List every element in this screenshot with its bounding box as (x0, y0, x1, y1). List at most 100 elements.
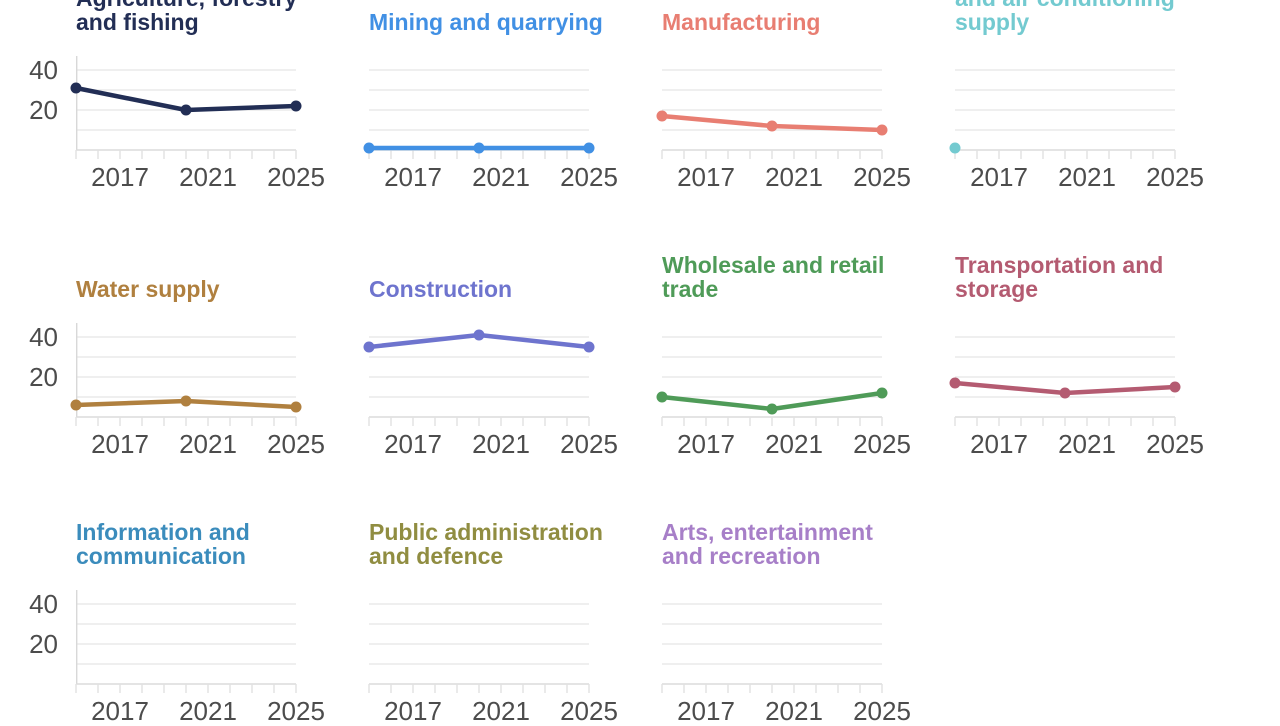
panel-title-line: Manufacturing (662, 9, 821, 35)
panel-title-line: Arts, entertainment (662, 519, 873, 545)
data-point-transportation-and-storage (1059, 387, 1071, 399)
panel-title-line: trade (662, 276, 719, 302)
line-chart-information-and-communication (75, 590, 297, 693)
line-chart-and-air-conditioning-supply (949, 69, 1176, 159)
panel-title-and-air-conditioning-supply: and air conditioningsupply (955, 0, 1175, 34)
x-tick-label: 2017 (970, 162, 1028, 192)
x-tick-label: 2017 (91, 696, 149, 726)
x-tick-label: 2025 (267, 162, 325, 192)
x-tick-label: 2017 (384, 429, 442, 459)
data-point-manufacturing (876, 124, 888, 136)
data-point-water-supply (180, 395, 192, 407)
x-tick-label: 2021 (179, 162, 237, 192)
panel-title-line: and fishing (76, 9, 199, 35)
panel-title-line: Water supply (76, 276, 220, 302)
data-point-agriculture-forestry-and-fishing (290, 100, 302, 112)
panel-title-line: Information and (76, 519, 250, 545)
panel-title-line: and air conditioning (955, 0, 1175, 10)
panel-title-information-and-communication: Information and communication (76, 520, 250, 568)
panel-title-arts-entertainment-and-recreation: Arts, entertainment and recreation (662, 520, 873, 568)
panel-title-line: Transportation and (955, 252, 1164, 278)
data-point-mining-and-quarrying (583, 142, 595, 154)
x-tick-label: 2021 (472, 162, 530, 192)
x-tick-label: 2021 (472, 696, 530, 726)
data-point-mining-and-quarrying (473, 142, 485, 154)
data-point-wholesale-and-retail-trade (766, 403, 778, 415)
x-tick-label: 2017 (91, 162, 149, 192)
x-tick-label: 2025 (853, 429, 911, 459)
line-chart-manufacturing (656, 69, 888, 159)
x-tick-label: 2017 (91, 429, 149, 459)
y-tick-label: 20 (29, 362, 58, 392)
x-tick-label: 2025 (267, 696, 325, 726)
x-tick-label: 2021 (765, 429, 823, 459)
x-tick-label: 2021 (179, 696, 237, 726)
x-tick-label: 2017 (677, 429, 735, 459)
panel-title-line: Agriculture, forestry (76, 0, 297, 10)
panel-title-line: Wholesale and retail (662, 252, 885, 278)
x-tick-label: 2025 (267, 429, 325, 459)
panel-title-wholesale-and-retail-trade: Wholesale and retail trade (662, 253, 884, 301)
y-tick-label: 20 (29, 95, 58, 125)
x-tick-label: 2021 (1058, 429, 1116, 459)
data-point-construction (363, 341, 375, 353)
x-tick-label: 2025 (560, 429, 618, 459)
line-chart-arts-entertainment-and-recreation (661, 603, 883, 693)
panel-title-line: supply (955, 9, 1030, 35)
line-chart-public-administration-and-defence (368, 603, 590, 693)
data-point-construction (583, 341, 595, 353)
panel-title-manufacturing: Manufacturing (662, 10, 820, 34)
panel-title-line: Construction (369, 276, 513, 302)
data-point-wholesale-and-retail-trade (876, 387, 888, 399)
small-multiples-chart: Agriculture, forestryand fishing 2017 2021… (29, 0, 1204, 724)
x-tick-label: 2017 (384, 162, 442, 192)
x-tick-label: 2021 (179, 429, 237, 459)
line-chart-water-supply (70, 323, 302, 426)
x-tick-label: 2025 (1146, 429, 1204, 459)
data-point-wholesale-and-retail-trade (656, 391, 668, 403)
panel-title-line: storage (955, 276, 1039, 302)
x-tick-label: 2021 (1058, 162, 1116, 192)
panel-title-mining-and-quarrying: Mining and quarrying (369, 10, 603, 34)
data-point-mining-and-quarrying (363, 142, 375, 154)
data-point-agriculture-forestry-and-fishing (70, 82, 82, 94)
y-tick-label: 40 (29, 589, 58, 619)
line-chart-construction (363, 329, 595, 426)
data-point-transportation-and-storage (1169, 381, 1181, 393)
panel-title-line: Mining and quarrying (369, 9, 603, 35)
panel-title-transportation-and-storage: Transportation and storage (955, 253, 1163, 301)
line-chart-transportation-and-storage (949, 336, 1181, 426)
x-tick-label: 2017 (970, 429, 1028, 459)
x-tick-label: 2025 (560, 696, 618, 726)
line-chart-wholesale-and-retail-trade (656, 336, 888, 426)
y-tick-label: 40 (29, 322, 58, 352)
y-tick-label: 40 (29, 55, 58, 85)
panel-title-line: and defence (369, 543, 504, 569)
panel-title-public-administration-and-defence: Public administration and defence (369, 520, 603, 568)
data-point-water-supply (290, 401, 302, 413)
line-chart-agriculture-forestry-and-fishing (70, 56, 302, 159)
x-tick-label: 2025 (1146, 162, 1204, 192)
data-point-manufacturing (766, 120, 778, 132)
panel-title-water-supply: Water supply (76, 277, 220, 301)
x-tick-label: 2021 (765, 162, 823, 192)
x-tick-label: 2025 (853, 696, 911, 726)
x-tick-label: 2017 (677, 162, 735, 192)
x-tick-label: 2017 (677, 696, 735, 726)
data-point-construction (473, 329, 485, 341)
line-chart-mining-and-quarrying (363, 69, 595, 159)
data-point-water-supply (70, 399, 82, 411)
x-tick-label: 2021 (765, 696, 823, 726)
data-point-transportation-and-storage (949, 377, 961, 389)
x-tick-label: 2025 (853, 162, 911, 192)
x-tick-label: 2017 (384, 696, 442, 726)
panel-title-line: Public administration (369, 519, 603, 545)
y-tick-label: 20 (29, 629, 58, 659)
panel-title-line: and recreation (662, 543, 821, 569)
x-tick-label: 2021 (472, 429, 530, 459)
panel-title-construction: Construction (369, 277, 512, 301)
data-point-agriculture-forestry-and-fishing (180, 104, 192, 116)
panel-title-agriculture-forestry-and-fishing: Agriculture, forestryand fishing (76, 0, 297, 34)
panel-title-line: communication (76, 543, 246, 569)
data-point-and-air-conditioning-supply (949, 142, 961, 154)
